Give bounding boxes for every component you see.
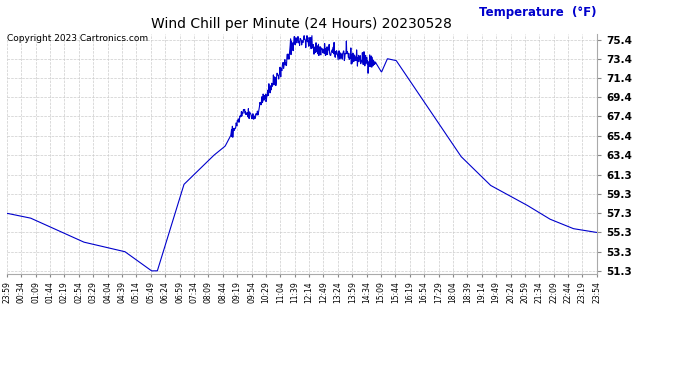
Text: Temperature  (°F): Temperature (°F) — [480, 6, 597, 20]
Title: Wind Chill per Minute (24 Hours) 20230528: Wind Chill per Minute (24 Hours) 2023052… — [151, 17, 453, 31]
Text: Copyright 2023 Cartronics.com: Copyright 2023 Cartronics.com — [7, 34, 148, 43]
